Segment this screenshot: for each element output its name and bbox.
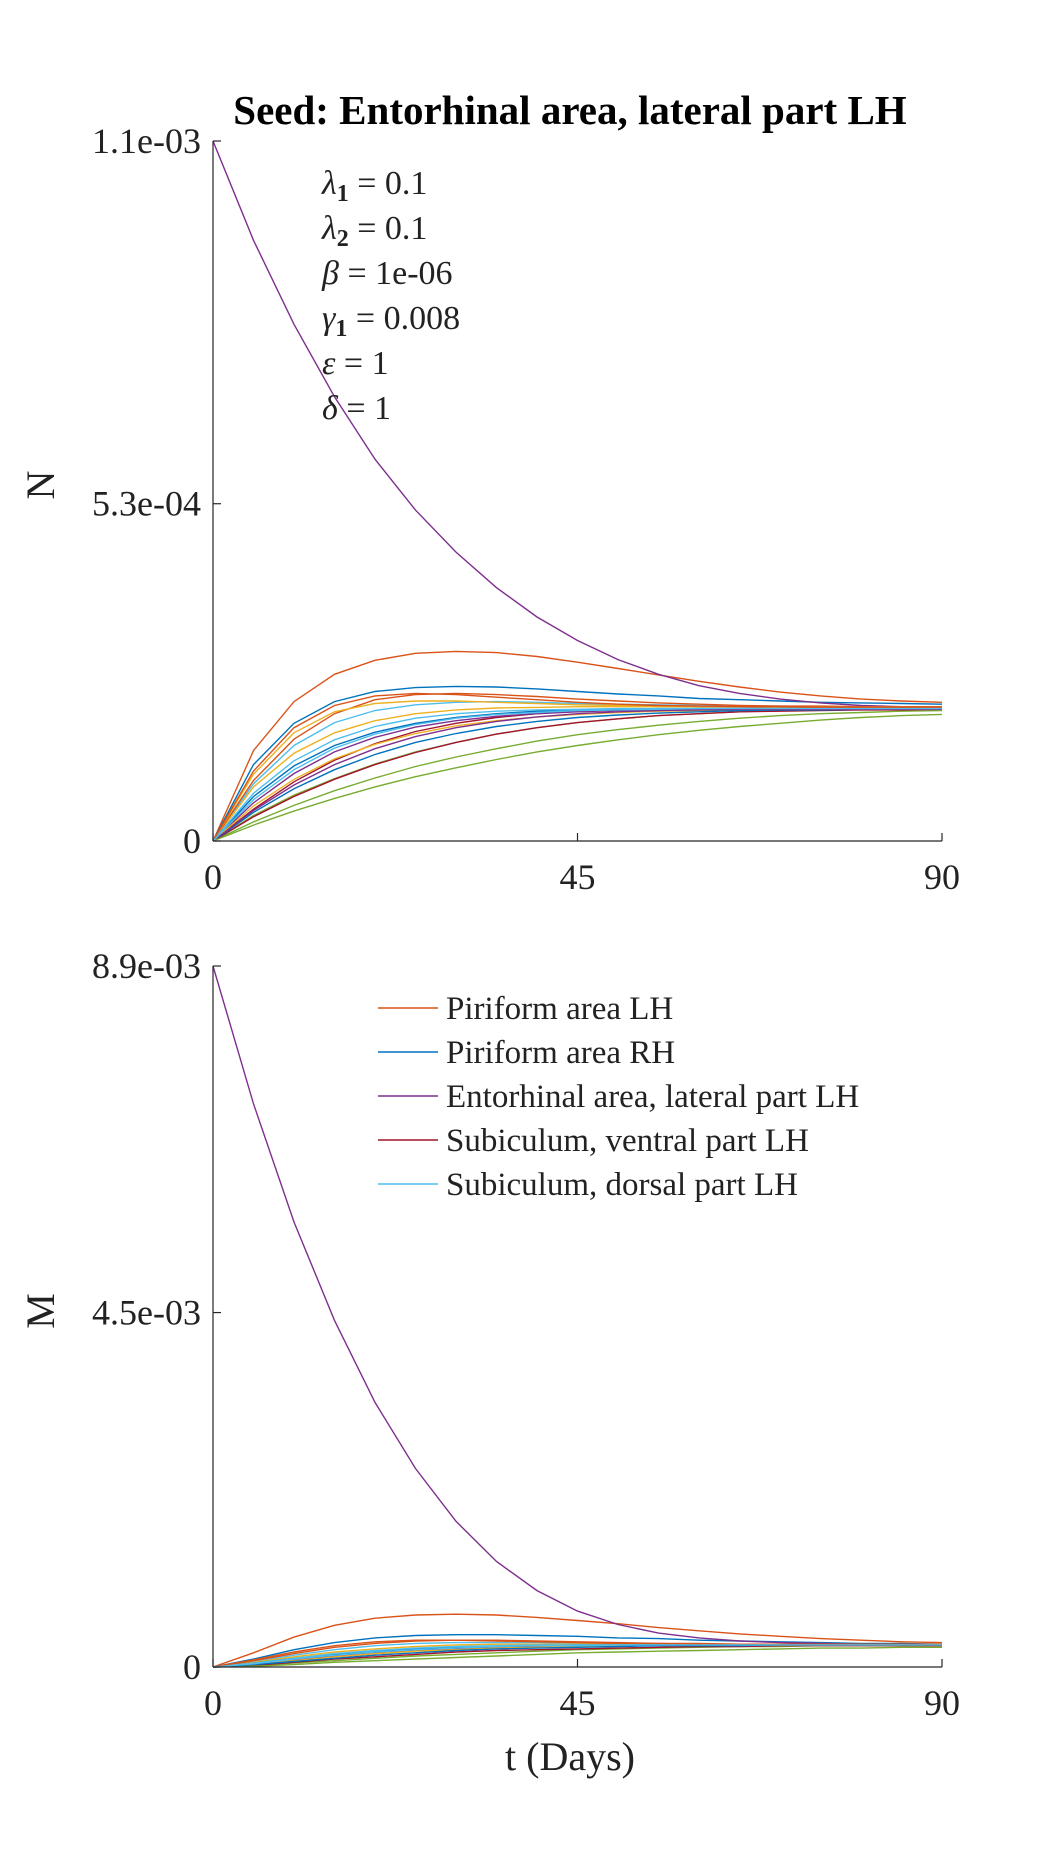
y-tick-label-n-0: 0	[183, 821, 201, 861]
y-tick-label-n-2: 1.1e-03	[92, 121, 201, 161]
series-line-m-0	[212, 1613, 943, 1668]
y-tick-label-n-1: 5.3e-04	[92, 484, 201, 524]
legend: Piriform area LH Piriform area RH Entorhin…	[378, 991, 859, 1203]
parameter-1: λ2 = 0.1	[321, 210, 427, 252]
series-line-n-2	[212, 140, 943, 709]
x-tick-label-n-2: 90	[924, 857, 960, 897]
x-tick-label-n-0: 0	[204, 857, 222, 897]
series-line-n-0	[212, 650, 943, 842]
series-line-m-2	[212, 965, 942, 1645]
series-line-m-16	[212, 1644, 942, 1668]
parameter-5: δ = 1	[322, 390, 391, 427]
series-line-m-13	[212, 1646, 942, 1668]
y-axis-label-n: N	[18, 471, 63, 500]
series-line-m-11	[212, 1645, 942, 1668]
panel-m: 0 45 90 0 4.5e-03 8.9e-03 M t (Days) Piriform…	[18, 946, 960, 1779]
legend-label-2: Entorhinal area, lateral part LH	[446, 1079, 859, 1115]
x-tick-label-n-1: 45	[560, 857, 596, 897]
x-tick-label-m-1: 45	[560, 1683, 596, 1723]
series-line-m-1	[212, 1634, 943, 1668]
series-line-n-18	[212, 713, 943, 842]
legend-label-3: Subiculum, ventral part LH	[446, 1123, 809, 1159]
chart-title: Seed: Entorhinal area, lateral part LH	[233, 87, 907, 133]
parameter-4: ε = 1	[322, 345, 389, 382]
axes-n: 0 45 90 0 5.3e-04 1.1e-03	[92, 121, 960, 897]
series-line-n-19	[212, 707, 942, 842]
x-tick-label-m-0: 0	[204, 1683, 222, 1723]
y-tick-label-m-0: 0	[183, 1647, 201, 1687]
parameter-3: γ1 = 0.008	[322, 300, 460, 342]
x-tick-label-m-2: 90	[924, 1683, 960, 1723]
axes-m: 0 45 90 0 4.5e-03 8.9e-03	[92, 946, 960, 1723]
parameter-0: λ1 = 0.1	[321, 165, 427, 207]
lines-n	[212, 140, 943, 842]
legend-label-4: Subiculum, dorsal part LH	[446, 1167, 798, 1203]
y-axis-label-m: M	[18, 1293, 63, 1329]
series-line-m-15	[212, 1639, 942, 1668]
x-axis-label-m: t (Days)	[505, 1734, 635, 1779]
lines-m	[212, 965, 943, 1668]
series-line-n-8	[212, 692, 942, 842]
series-line-n-17	[212, 692, 942, 842]
legend-label-1: Piriform area RH	[446, 1035, 675, 1071]
y-tick-label-m-1: 4.5e-03	[92, 1293, 201, 1333]
panel-n: 0 45 90 0 5.3e-04 1.1e-03 N λ1 = 0.1λ2 = 0.1β…	[18, 121, 960, 897]
y-tick-label-m-2: 8.9e-03	[92, 946, 201, 986]
series-line-n-11	[212, 709, 943, 842]
parameter-2: β = 1e-06	[321, 255, 453, 292]
legend-label-0: Piriform area LH	[446, 991, 673, 1027]
